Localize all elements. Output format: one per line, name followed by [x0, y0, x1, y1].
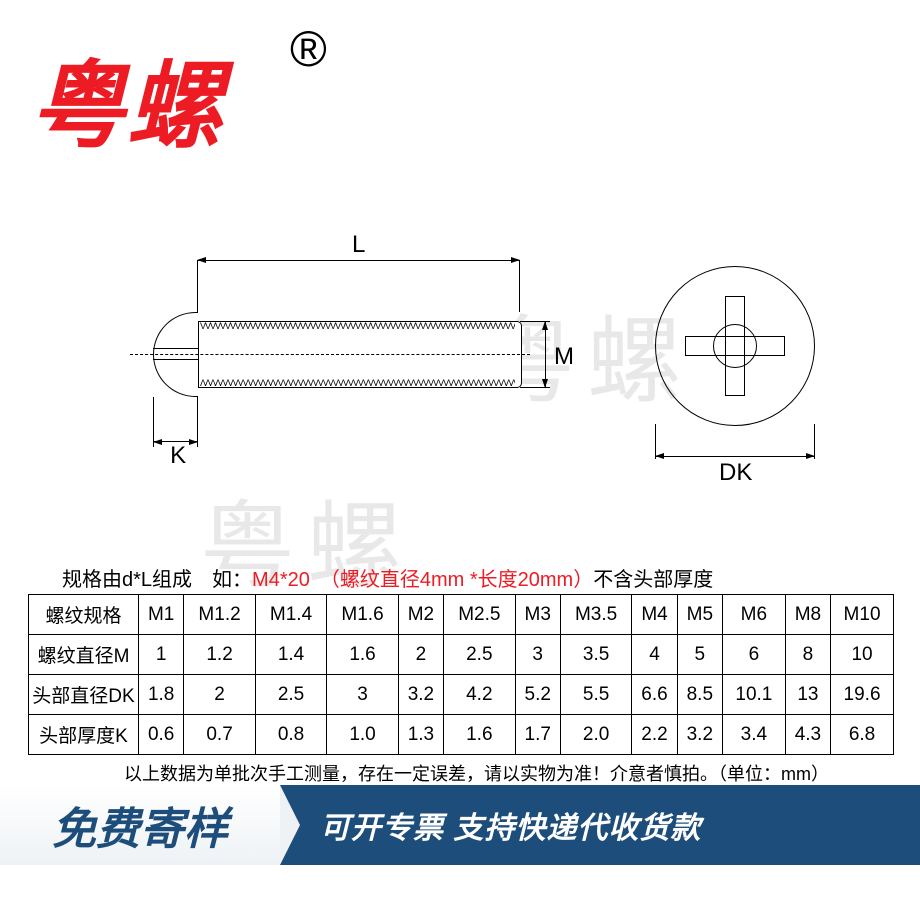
table-cell: 1.6 — [327, 635, 398, 675]
row-label: 头部厚度K — [29, 715, 139, 755]
row-label: 螺纹直径M — [29, 635, 139, 675]
table-cell: 5.5 — [560, 675, 631, 715]
table-cell: M5 — [677, 595, 722, 635]
dim-label-M: M — [554, 343, 574, 371]
brand-logo: 粤螺 — [30, 30, 224, 167]
table-cell: 1.8 — [139, 675, 184, 715]
dim-label-K: K — [170, 442, 186, 470]
table-cell: M8 — [785, 595, 830, 635]
table-cell: 1.4 — [255, 635, 326, 675]
table-cell: 3.2 — [398, 675, 443, 715]
table-cell: 4.2 — [444, 675, 515, 715]
table-cell: 0.8 — [255, 715, 326, 755]
table-cell: M1.6 — [327, 595, 398, 635]
table-cell: 2.5 — [255, 675, 326, 715]
table-cell: M3 — [515, 595, 560, 635]
dim-label-L: L — [352, 231, 365, 259]
table-cell: 2 — [398, 635, 443, 675]
table-cell: 3.4 — [722, 715, 785, 755]
table-cell: 1.3 — [398, 715, 443, 755]
table-cell: 5.2 — [515, 675, 560, 715]
table-cell: M3.5 — [560, 595, 631, 635]
table-cell: M1.4 — [255, 595, 326, 635]
table-cell: 0.6 — [139, 715, 184, 755]
table-cell: M2 — [398, 595, 443, 635]
table-cell: 0.7 — [184, 715, 255, 755]
banner-left: 免费寄样 — [0, 785, 280, 865]
table-note: 以上数据为单批次手工测量，存在一定误差，请以实物为准！介意者慎拍。（单位：mm） — [124, 760, 829, 786]
table-cell: 2.5 — [444, 635, 515, 675]
table-cell: M4 — [632, 595, 677, 635]
table-cell: 3.5 — [560, 635, 631, 675]
table-cell: 19.6 — [831, 675, 894, 715]
table-cell: M10 — [831, 595, 894, 635]
table-cell: 3.2 — [677, 715, 722, 755]
table-cell: 3 — [327, 675, 398, 715]
table-cell: M1.2 — [184, 595, 255, 635]
table-cell: 4 — [632, 635, 677, 675]
promo-banner: 免费寄样 可开专票 支持快递代收货款 — [0, 785, 920, 865]
table-cell: 6 — [722, 635, 785, 675]
table-cell: 1.2 — [184, 635, 255, 675]
table-cell: 10.1 — [722, 675, 785, 715]
table-cell: 3 — [515, 635, 560, 675]
table-cell: 1.0 — [327, 715, 398, 755]
dim-label-DK: DK — [719, 459, 752, 487]
table-cell: 13 — [785, 675, 830, 715]
banner-right: 可开专票 支持快递代收货款 — [280, 785, 920, 865]
table-cell: 6.6 — [632, 675, 677, 715]
spec-table: 螺纹规格M1M1.2M1.4M1.6M2M2.5M3M3.5M4M5M6M8M1… — [28, 594, 894, 755]
table-cell: M6 — [722, 595, 785, 635]
table-cell: 8.5 — [677, 675, 722, 715]
spec-description: 规格由d*L组成 如：M4*20 （螺纹直径4mm *长度20mm）不含头部厚度 — [62, 563, 713, 592]
screw-side-diagram: L VVVVVVVVVVVVVVVVVVVVVVVVVVVVVVVVVVVVVV… — [110, 235, 550, 475]
table-cell: 8 — [785, 635, 830, 675]
table-cell: 2.2 — [632, 715, 677, 755]
table-cell: 2.0 — [560, 715, 631, 755]
table-cell: M1 — [139, 595, 184, 635]
table-cell: 5 — [677, 635, 722, 675]
table-cell: 1 — [139, 635, 184, 675]
registered-mark: ® — [290, 20, 327, 78]
table-cell: 4.3 — [785, 715, 830, 755]
table-cell: 10 — [831, 635, 894, 675]
table-cell: 1.6 — [444, 715, 515, 755]
row-label: 头部直径DK — [29, 675, 139, 715]
table-cell: 1.7 — [515, 715, 560, 755]
screw-top-diagram: DK — [640, 266, 830, 486]
row-label: 螺纹规格 — [29, 595, 139, 635]
table-cell: M2.5 — [444, 595, 515, 635]
table-cell: 6.8 — [831, 715, 894, 755]
table-cell: 2 — [184, 675, 255, 715]
